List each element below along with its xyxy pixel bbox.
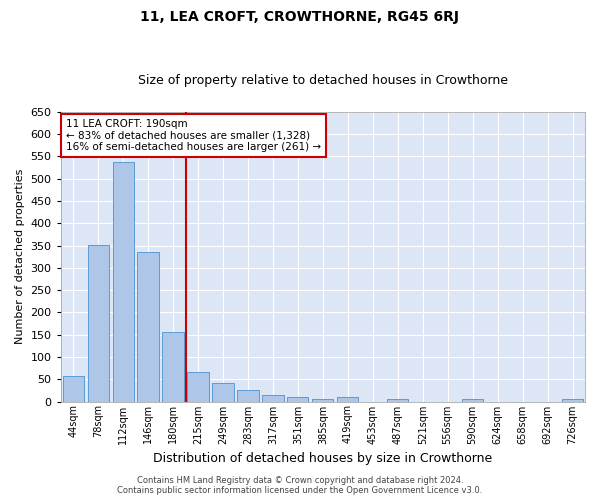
Text: 11 LEA CROFT: 190sqm
← 83% of detached houses are smaller (1,328)
16% of semi-de: 11 LEA CROFT: 190sqm ← 83% of detached h… <box>66 119 321 152</box>
Bar <box>287 397 308 402</box>
Bar <box>62 376 84 402</box>
Bar <box>462 400 483 402</box>
Bar <box>262 395 284 402</box>
Title: Size of property relative to detached houses in Crowthorne: Size of property relative to detached ho… <box>138 74 508 87</box>
Bar <box>212 383 233 402</box>
Bar <box>337 397 358 402</box>
Bar <box>88 244 109 402</box>
Y-axis label: Number of detached properties: Number of detached properties <box>15 169 25 344</box>
Bar <box>562 400 583 402</box>
Bar <box>137 252 159 402</box>
Bar <box>163 332 184 402</box>
X-axis label: Distribution of detached houses by size in Crowthorne: Distribution of detached houses by size … <box>153 452 493 465</box>
Bar <box>238 390 259 402</box>
Bar <box>312 400 334 402</box>
Text: Contains HM Land Registry data © Crown copyright and database right 2024.
Contai: Contains HM Land Registry data © Crown c… <box>118 476 482 495</box>
Bar <box>113 162 134 402</box>
Bar <box>387 400 409 402</box>
Bar <box>187 372 209 402</box>
Text: 11, LEA CROFT, CROWTHORNE, RG45 6RJ: 11, LEA CROFT, CROWTHORNE, RG45 6RJ <box>140 10 460 24</box>
